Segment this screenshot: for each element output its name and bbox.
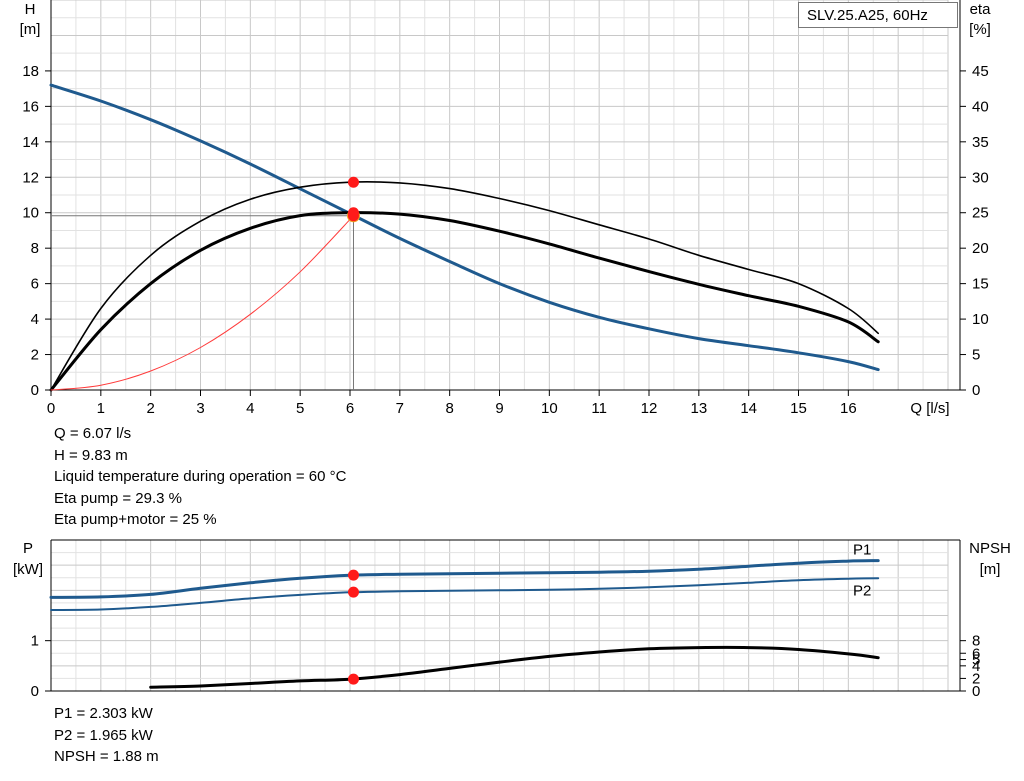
info-p1: P1 = 2.303 kW [54,705,153,722]
info-npsh: NPSH = 1.88 m [54,748,159,765]
x-tick-label: 13 [690,400,707,417]
info-p2: P2 = 1.965 kW [54,726,153,744]
chart-title-box: SLV.25.A25, 60Hz [798,2,958,28]
y-tick-label: 18 [22,63,39,80]
x-tick-label: 3 [196,400,204,417]
y-tick-label: 14 [22,134,39,151]
curve-npsh [149,645,880,689]
power-info: P1 = 2.303 kW P2 = 1.965 kW NPSH = 1.88 … [54,703,159,768]
info-temperature: Liquid temperature during operation = 60… [54,468,347,485]
y-tick-label: 0 [31,382,39,399]
duty-point-marker [347,586,359,598]
y2-tick-label: 30 [972,169,989,186]
y-axis-unit: [kW] [13,561,43,578]
y2-tick-label: 5 [972,347,980,364]
y2-tick-label: 25 [972,205,989,222]
duty-point-marker [347,569,359,581]
y2-axis-label: eta [970,1,992,18]
curve-p1 [49,559,880,599]
y2-tick-label: 35 [972,134,989,151]
y2-tick-label: 40 [972,98,989,115]
x-tick-label: 16 [840,400,857,417]
y2-tick-label: 45 [972,63,989,80]
curve-h [49,83,880,372]
y2-tick-label: 0 [972,683,980,700]
info-eta-pump-motor: Eta pump+motor = 25 % [54,511,217,528]
y-tick-label: 16 [22,98,39,115]
y-tick-label: 0 [31,683,39,700]
y-tick-label: 1 [31,633,39,650]
y-tick-label: 4 [31,311,39,328]
duty-point-marker [347,673,359,685]
y2-axis-label: NPSH [969,540,1011,557]
x-tick-label: 0 [47,400,55,417]
y-axis-unit: [m] [20,21,41,38]
x-tick-label: 10 [541,400,558,417]
x-tick-label: 7 [396,400,404,417]
curve-system-curve [50,215,354,391]
series-label-p2: P2 [853,582,871,599]
info-eta-pump: Eta pump = 29.3 % [54,489,182,507]
y2-axis-unit: [m] [980,561,1001,578]
y2-tick-label: 15 [972,276,989,293]
series-label-p1: P1 [853,542,871,559]
y-tick-label: 6 [31,276,39,293]
info-flow: Q = 6.07 l/s [54,425,132,442]
duty-point-marker [347,176,359,188]
x-tick-label: 6 [346,400,354,417]
y2-tick-label: 0 [972,382,980,399]
y2-tick-label: 5 [972,652,980,669]
y-tick-label: 8 [31,240,39,257]
y-tick-label: 2 [31,347,39,364]
x-tick-label: 2 [146,400,154,417]
chart-title: SLV.25.A25, 60Hz [807,7,928,24]
y2-tick-label: 4 [972,658,980,675]
x-tick-label: 8 [445,400,453,417]
x-tick-label: 15 [790,400,807,417]
x-tick-label: 14 [740,400,757,417]
x-tick-label: 5 [296,400,304,417]
y2-tick-label: 8 [972,633,980,650]
x-axis-label: Q [l/s] [910,400,949,417]
x-tick-label: 1 [97,400,105,417]
x-tick-label: 11 [591,400,607,417]
y2-tick-label: 10 [972,311,989,328]
info-head: H = 9.83 m [54,446,128,464]
y2-tick-label: 20 [972,240,989,257]
y2-axis-unit: [%] [969,21,991,38]
y-axis-label: P [23,540,33,557]
curve-p2 [50,577,880,611]
y-axis-label: H [25,1,36,18]
y2-tick-label: 6 [972,645,980,662]
y-tick-label: 10 [22,205,39,222]
operating-point-info: Q = 6.07 l/s H = 9.83 m Liquid temperatu… [54,423,346,531]
x-tick-label: 12 [641,400,658,417]
curve-eta-pump [50,181,879,391]
curve-eta-pump-motor [49,211,880,392]
y-tick-label: 12 [22,169,39,186]
y2-tick-label: 2 [972,670,980,687]
duty-point-marker [347,207,359,219]
x-tick-label: 9 [495,400,503,417]
x-tick-label: 4 [246,400,254,417]
